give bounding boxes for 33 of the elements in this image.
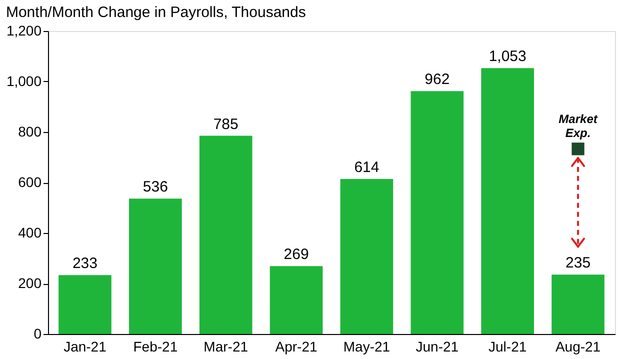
data-label: 235 bbox=[566, 254, 591, 272]
bar bbox=[129, 198, 182, 334]
x-tick-label: Aug-21 bbox=[555, 338, 601, 354]
bar bbox=[481, 68, 534, 334]
bar bbox=[410, 91, 464, 334]
x-tick-label: Jul-21 bbox=[488, 338, 527, 354]
bar bbox=[552, 274, 604, 334]
data-label: 962 bbox=[424, 71, 450, 88]
bar bbox=[340, 178, 394, 334]
y-tick-label: 1,200 bbox=[6, 22, 42, 38]
x-tick-label: Feb-21 bbox=[133, 338, 178, 354]
bar bbox=[270, 266, 323, 334]
y-tick-label: 600 bbox=[18, 174, 42, 190]
x-tick-label: Jan-21 bbox=[64, 338, 107, 354]
y-tick-label: 0 bbox=[34, 326, 42, 342]
data-label: 785 bbox=[213, 116, 238, 133]
data-label: 269 bbox=[284, 246, 309, 264]
chart-title: Month/Month Change in Payrolls, Thousands bbox=[6, 4, 306, 21]
x-tick-label: Jun-21 bbox=[416, 338, 459, 354]
data-label: 536 bbox=[142, 178, 168, 196]
x-tick-label: Mar-21 bbox=[204, 338, 248, 354]
y-tick-label: 800 bbox=[18, 124, 42, 140]
bar bbox=[199, 136, 252, 334]
y-tick-label: 200 bbox=[18, 275, 42, 291]
bar bbox=[58, 275, 112, 334]
data-label: 233 bbox=[72, 255, 98, 272]
x-tick-label: May-21 bbox=[343, 338, 390, 354]
y-tick-label: 400 bbox=[18, 224, 42, 240]
data-label: 614 bbox=[354, 158, 380, 176]
y-tick-label: 1,000 bbox=[6, 73, 42, 89]
annotation: Market Exp. bbox=[558, 112, 598, 140]
x-tick-label: Apr-21 bbox=[275, 338, 318, 354]
data-label: 1,053 bbox=[488, 48, 526, 66]
